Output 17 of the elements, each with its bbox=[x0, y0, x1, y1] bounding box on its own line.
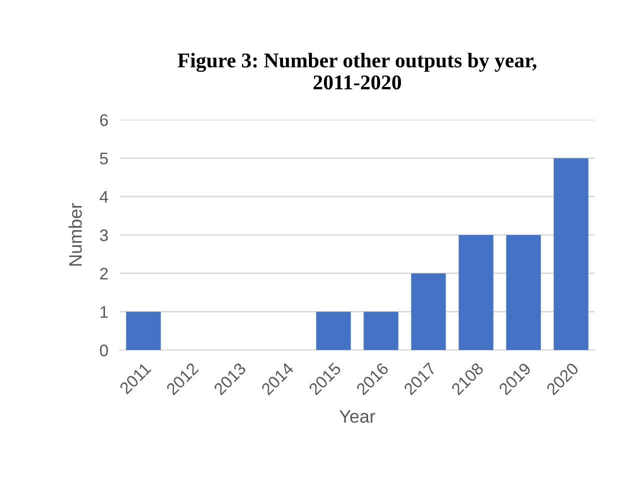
bar bbox=[554, 158, 588, 350]
x-axis-title: Year bbox=[339, 410, 376, 423]
bar bbox=[126, 312, 161, 350]
bar bbox=[458, 234, 494, 350]
y-tick-label: 5 bbox=[100, 152, 108, 164]
bar bbox=[364, 312, 398, 350]
y-tick-label: 3 bbox=[100, 229, 108, 242]
y-axis-title: Number bbox=[68, 203, 82, 266]
y-tick-label: 4 bbox=[100, 191, 108, 203]
y-tick-label: 1 bbox=[100, 306, 108, 318]
y-tick-label: 2 bbox=[100, 268, 108, 280]
bar bbox=[411, 273, 446, 350]
bar bbox=[316, 312, 351, 350]
chart-title: Figure 3: Number other outputs by year, 2011-2020 bbox=[178, 52, 536, 90]
y-tick-label: 6 bbox=[100, 114, 108, 126]
y-tick-label: 0 bbox=[100, 344, 108, 356]
bar bbox=[506, 234, 541, 350]
